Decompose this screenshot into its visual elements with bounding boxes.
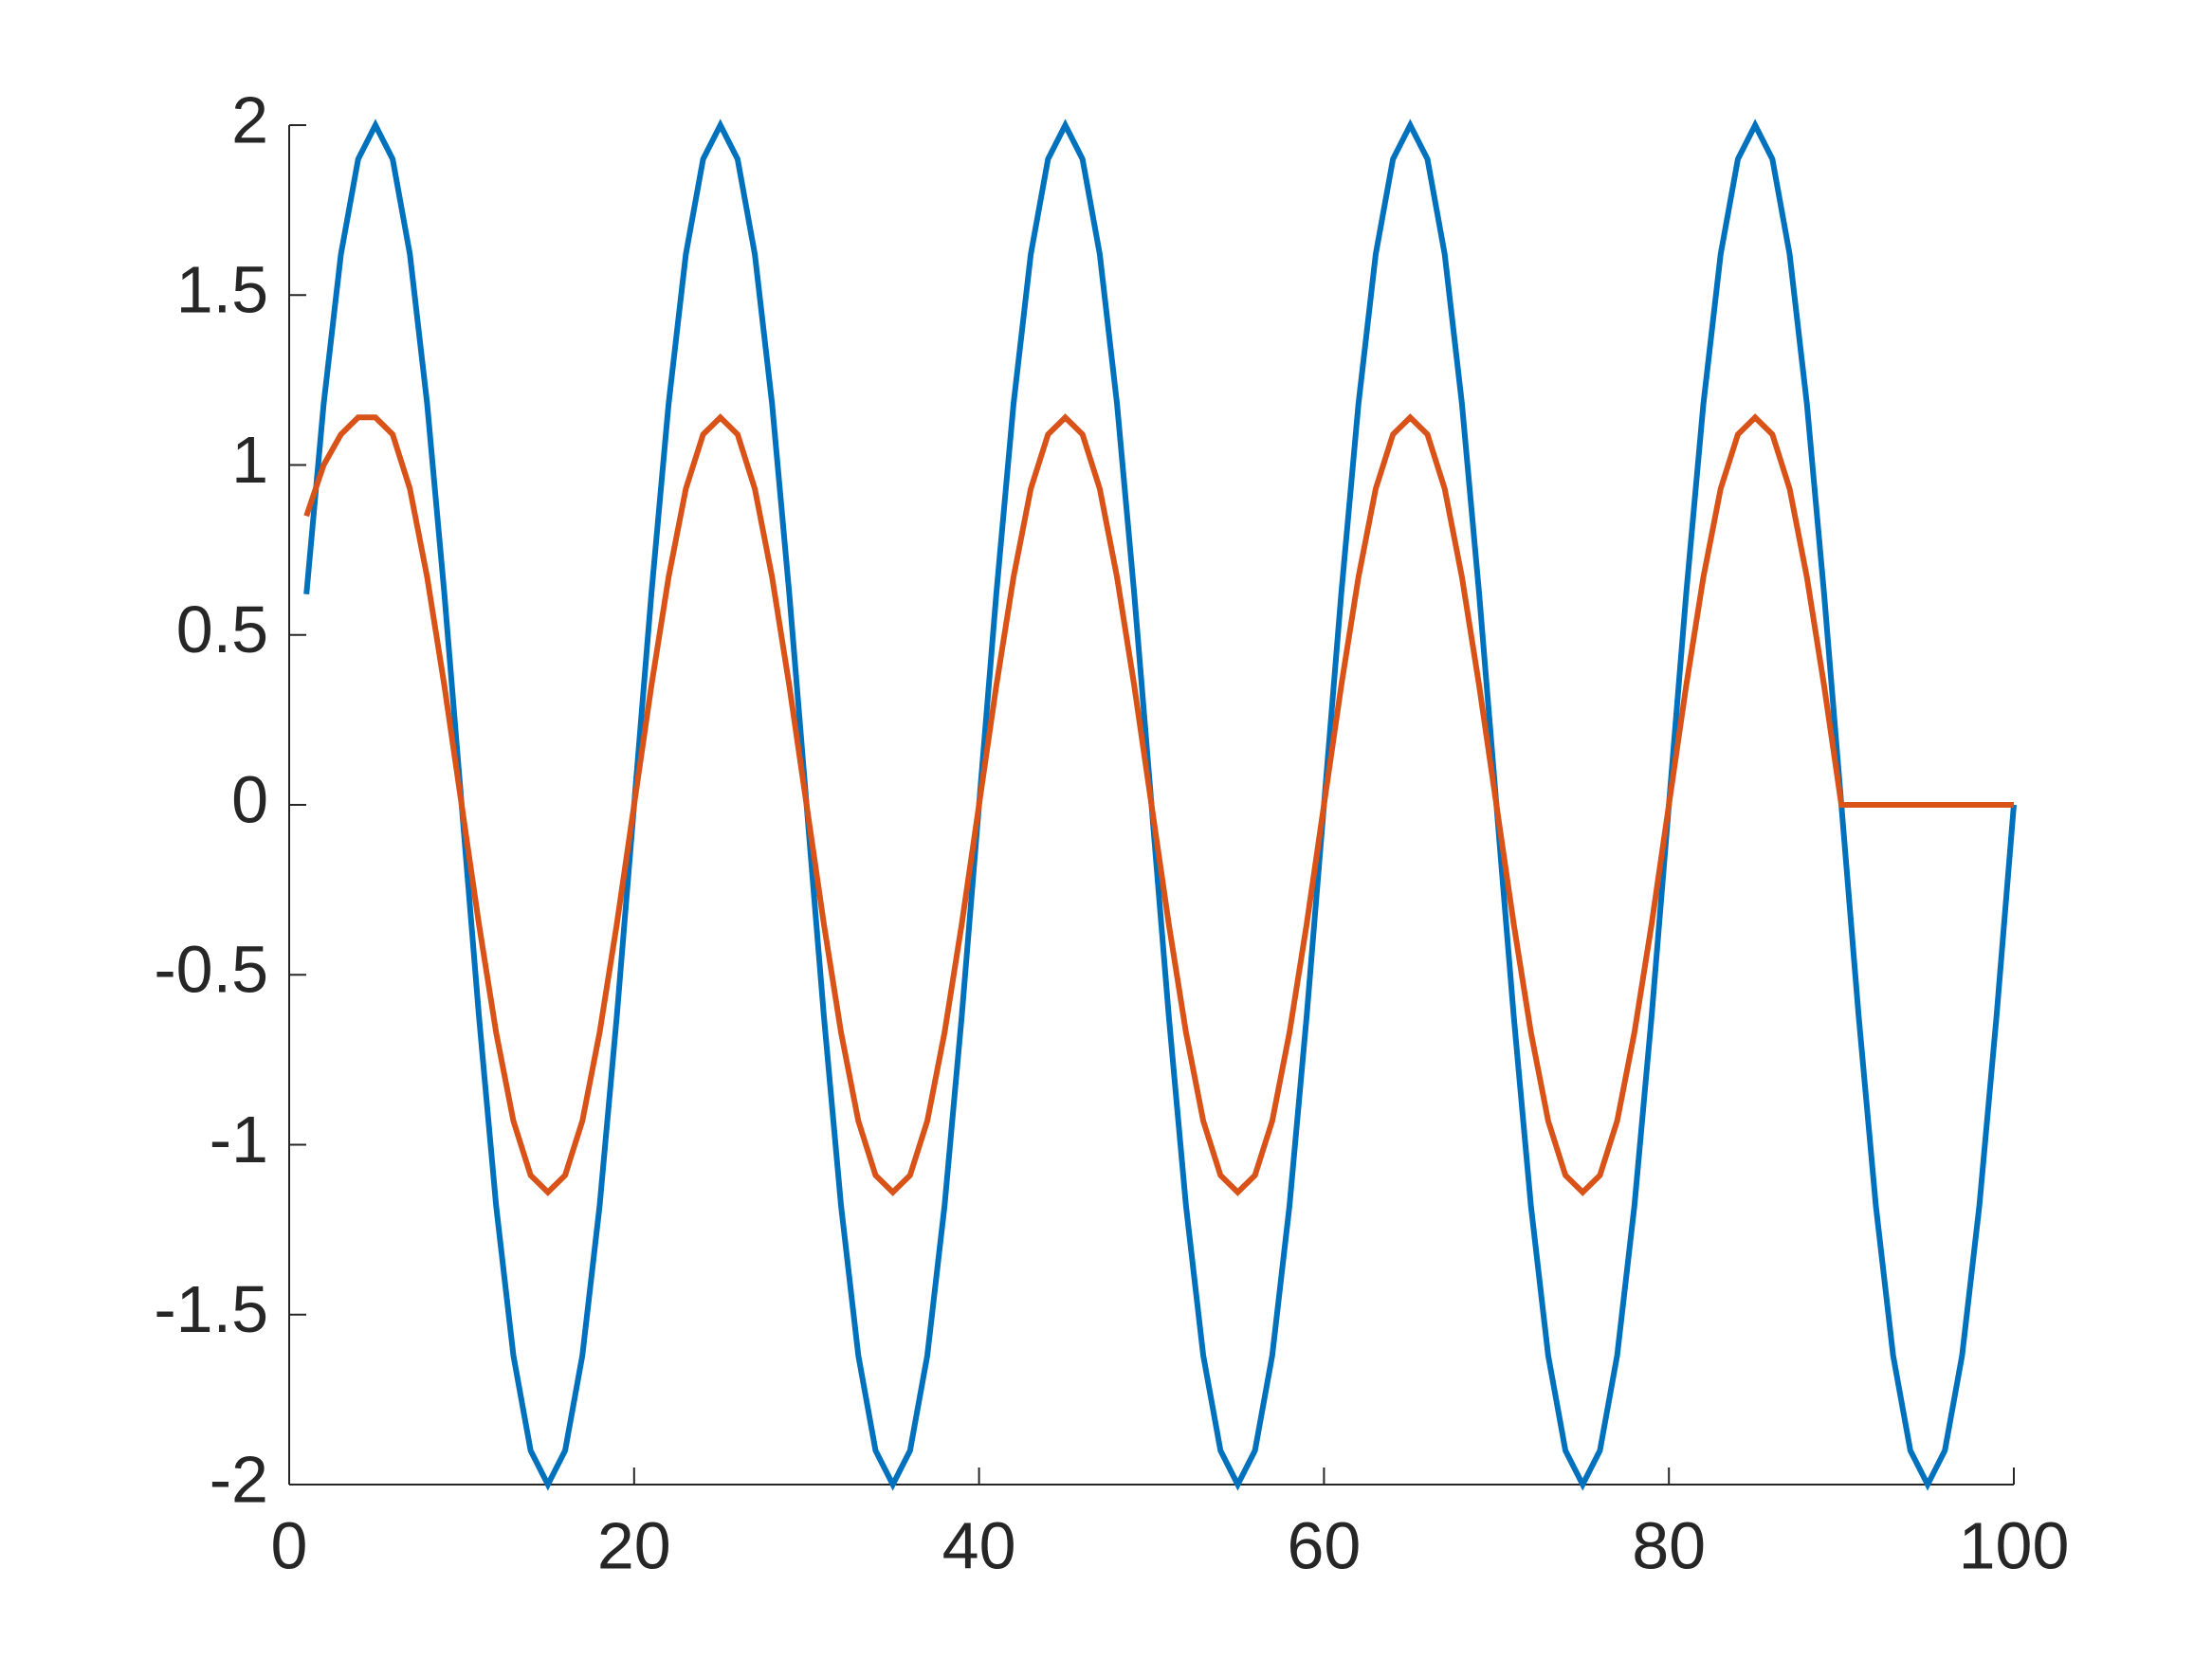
x-tick-label: 20 <box>597 1508 671 1582</box>
y-tick-label: -1.5 <box>154 1272 268 1346</box>
x-tick-label: 40 <box>942 1508 1016 1582</box>
y-tick-label: -2 <box>210 1442 268 1516</box>
y-tick-label: -1 <box>210 1103 268 1176</box>
y-tick-label: 0.5 <box>176 592 268 666</box>
y-tick-label: 0 <box>231 762 268 836</box>
x-tick-label: 80 <box>1632 1508 1706 1582</box>
y-tick-label: 1.5 <box>176 253 268 327</box>
y-tick-label: 1 <box>231 423 268 497</box>
x-tick-label: 0 <box>271 1508 308 1582</box>
line-series <box>303 118 2017 1491</box>
y-tick-label: -0.5 <box>154 933 268 1007</box>
y-tick-label: 2 <box>231 82 268 156</box>
x-tick-label: 60 <box>1287 1508 1361 1582</box>
line-series <box>303 413 2014 1196</box>
x-tick-label: 100 <box>1959 1508 2070 1582</box>
